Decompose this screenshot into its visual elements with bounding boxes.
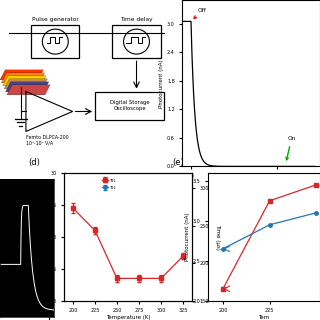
X-axis label: Temperature (K): Temperature (K) bbox=[106, 315, 150, 320]
Polygon shape bbox=[7, 85, 50, 95]
Polygon shape bbox=[5, 82, 49, 92]
Y-axis label: Time (μs): Time (μs) bbox=[42, 224, 47, 250]
FancyBboxPatch shape bbox=[95, 92, 164, 120]
X-axis label: Tem: Tem bbox=[258, 315, 270, 320]
Polygon shape bbox=[4, 79, 47, 89]
Text: (d): (d) bbox=[28, 158, 40, 167]
Text: Femto DLPCA-200
10⁵-10⁷ V/A: Femto DLPCA-200 10⁵-10⁷ V/A bbox=[26, 135, 69, 146]
Text: Pulse generator: Pulse generator bbox=[32, 17, 79, 22]
Y-axis label: Photocurrent (nA): Photocurrent (nA) bbox=[185, 212, 190, 261]
Polygon shape bbox=[3, 76, 46, 86]
Polygon shape bbox=[1, 73, 44, 83]
Text: Digital Storage
Oscilloscope: Digital Storage Oscilloscope bbox=[110, 100, 149, 111]
Text: Off: Off bbox=[194, 8, 207, 18]
Y-axis label: Time (μs): Time (μs) bbox=[215, 224, 220, 250]
Legend: τᵣ₁, τᵣ₂: τᵣ₁, τᵣ₂ bbox=[100, 175, 118, 192]
FancyBboxPatch shape bbox=[112, 25, 161, 58]
FancyBboxPatch shape bbox=[31, 25, 79, 58]
Text: On: On bbox=[286, 136, 296, 160]
Y-axis label: Photocurrent (nA): Photocurrent (nA) bbox=[159, 59, 164, 108]
Text: (e): (e) bbox=[172, 158, 184, 167]
X-axis label: T: T bbox=[249, 180, 253, 185]
Text: Time delay: Time delay bbox=[120, 17, 153, 22]
Polygon shape bbox=[0, 70, 43, 80]
